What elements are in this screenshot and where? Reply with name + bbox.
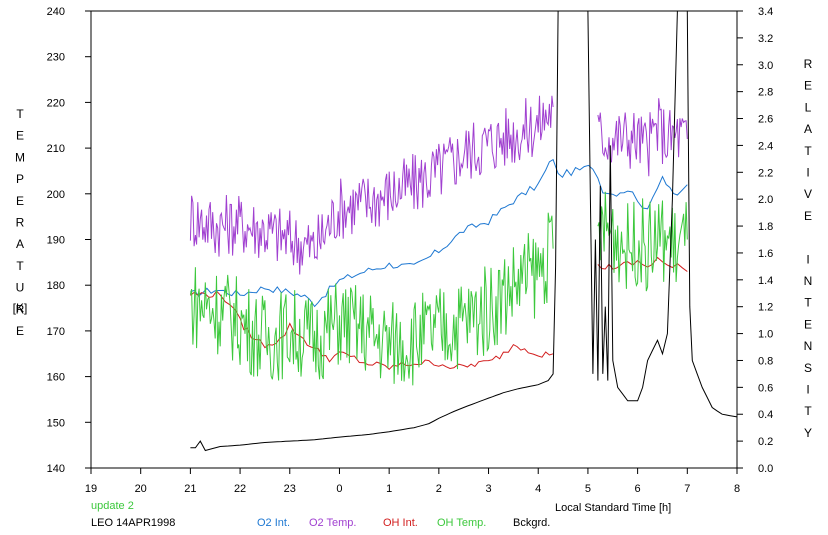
right-axis-label-letter: L: [805, 100, 812, 114]
series-line-oh-int-: [597, 256, 688, 272]
left-tick-label: 170: [47, 326, 65, 338]
series-line-o2-temp-: [597, 98, 688, 177]
footer-legend: update 2 LEO 14APR1998 O2 Int. O2 Temp. OH I…: [91, 500, 550, 529]
right-tick-label: 0.4: [758, 409, 773, 421]
plot-area: [90, 10, 738, 469]
left-axis-label-letter: T: [16, 259, 24, 273]
left-axis-label-letter: A: [16, 237, 24, 251]
right-tick-label: 1.6: [758, 248, 773, 260]
right-tick-label: 0.8: [758, 355, 773, 367]
right-axis-label-letter: E: [804, 79, 812, 93]
x-tick-label: 2: [436, 483, 442, 495]
right-tick-label: 3.2: [758, 33, 773, 45]
left-axis-label-letter: T: [16, 107, 24, 121]
x-tick-label: 21: [184, 483, 196, 495]
right-tick-label: 2.2: [758, 167, 773, 179]
x-tick-label: 6: [635, 483, 641, 495]
right-axis-label-letter: T: [804, 144, 812, 158]
right-axis-label-letter: N: [804, 339, 813, 353]
right-axis-label-letter: E: [804, 317, 812, 331]
right-tick-label: 1.2: [758, 302, 773, 314]
left-tick-label: 200: [47, 189, 65, 201]
right-tick-label: 0.2: [758, 436, 773, 448]
tick-layer: 1401501601701801902002102202302400.00.20…: [47, 6, 774, 495]
legend-item: OH Temp.: [437, 517, 486, 529]
right-axis-label-letter: Y: [804, 426, 812, 440]
series-layer: [189, 10, 738, 452]
left-tick-label: 190: [47, 235, 65, 247]
x-axis-label: Local Standard Time [h]: [555, 502, 671, 514]
left-axis-label-letter: M: [15, 150, 25, 164]
x-tick-label: 0: [336, 483, 342, 495]
left-tick-label: 220: [47, 97, 65, 109]
site-date: LEO 14APR1998: [91, 517, 175, 529]
right-axis-label-letter: I: [806, 252, 809, 266]
x-tick-label: 20: [135, 483, 147, 495]
right-axis-label-letter: N: [804, 274, 813, 288]
left-axis-label-letter: P: [16, 172, 24, 186]
x-tick-label: 3: [485, 483, 491, 495]
legend-item: O2 Int.: [257, 517, 290, 529]
x-tick-label: 1: [386, 483, 392, 495]
right-tick-label: 1.4: [758, 275, 773, 287]
x-tick-label: 8: [734, 483, 740, 495]
x-tick-label: 22: [234, 483, 246, 495]
right-tick-label: 3.0: [758, 60, 773, 72]
series-line-bckgrd-: [190, 10, 738, 452]
legend-item: Bckgrd.: [513, 517, 550, 529]
left-tick-label: 140: [47, 463, 65, 475]
left-axis-label-letter: E: [16, 324, 24, 338]
x-tick-label: 19: [85, 483, 97, 495]
left-axis-label-letter: R: [16, 216, 25, 230]
left-axis-label-letter: E: [16, 194, 24, 208]
right-tick-label: 0.6: [758, 382, 773, 394]
right-axis-label-letter: I: [806, 166, 809, 180]
legend-item: O2 Temp.: [309, 517, 357, 529]
series-line-o2-temp-: [189, 95, 554, 275]
right-tick-label: 1.0: [758, 329, 773, 341]
left-tick-label: 180: [47, 280, 65, 292]
left-axis-label-letter: U: [16, 281, 25, 295]
right-tick-label: 1.8: [758, 221, 773, 233]
left-tick-label: 240: [47, 6, 65, 18]
right-tick-label: 2.0: [758, 194, 773, 206]
left-tick-label: 150: [47, 417, 65, 429]
right-axis-label-letter: A: [804, 122, 812, 136]
left-tick-label: 210: [47, 143, 65, 155]
right-axis-label-letter: E: [804, 209, 812, 223]
x-tick-label: 4: [535, 483, 541, 495]
x-tick-label: 23: [284, 483, 296, 495]
right-tick-label: 3.4: [758, 6, 773, 18]
right-tick-label: 2.8: [758, 87, 773, 99]
series-line-o2-int-: [190, 158, 688, 308]
right-axis-label-letter: T: [804, 404, 812, 418]
right-axis-label-letter: T: [804, 296, 812, 310]
right-axis-label-letter: S: [804, 361, 812, 375]
right-tick-label: 2.6: [758, 114, 773, 126]
x-tick-label: 5: [585, 483, 591, 495]
left-axis-unit: [K]: [13, 301, 28, 315]
left-tick-label: 230: [47, 52, 65, 64]
right-tick-label: 0.0: [758, 463, 773, 475]
right-axis-label-letter: I: [806, 383, 809, 397]
left-axis-label-letter: R: [16, 302, 25, 316]
series-line-oh-int-: [190, 290, 554, 370]
right-tick-label: 2.4: [758, 140, 773, 152]
left-axis-label-letter: E: [16, 129, 24, 143]
left-tick-label: 160: [47, 372, 65, 384]
right-axis-label-letter: V: [804, 187, 812, 201]
legend-item: OH Int.: [383, 517, 418, 529]
update-note: update 2: [91, 500, 134, 512]
series-line-oh-temp-: [189, 212, 554, 386]
right-axis-label-letter: R: [804, 57, 813, 71]
x-tick-label: 7: [684, 483, 690, 495]
